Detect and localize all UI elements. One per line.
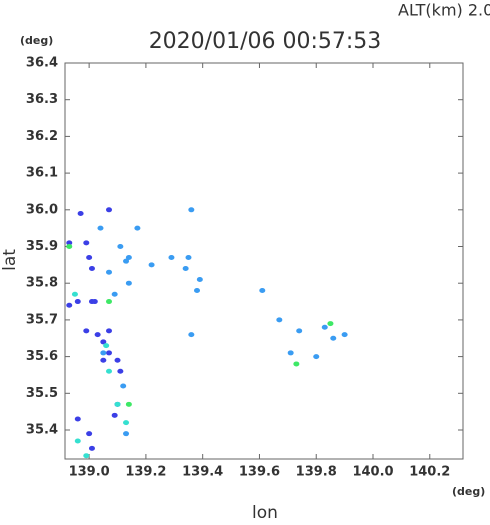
echo-point bbox=[106, 368, 113, 374]
x-tick-label: 139.4 bbox=[182, 465, 223, 480]
echo-point bbox=[327, 321, 334, 327]
echo-point bbox=[66, 240, 73, 246]
echo-point bbox=[313, 354, 320, 360]
echo-point bbox=[106, 299, 113, 305]
echo-point bbox=[125, 280, 132, 286]
echo-point bbox=[123, 420, 130, 426]
echo-point bbox=[86, 255, 93, 261]
echo-point bbox=[77, 210, 84, 216]
echo-point bbox=[125, 255, 132, 261]
echo-point bbox=[296, 328, 303, 334]
echo-point bbox=[185, 255, 192, 261]
echo-point bbox=[259, 288, 266, 294]
echo-point bbox=[168, 255, 175, 261]
echo-point bbox=[134, 225, 141, 231]
echo-point bbox=[114, 357, 121, 363]
y-tick-label: 36.1 bbox=[26, 166, 58, 181]
echo-point bbox=[100, 339, 107, 345]
echo-point bbox=[276, 317, 283, 323]
echo-point bbox=[86, 431, 93, 437]
y-tick-label: 36.3 bbox=[26, 92, 58, 107]
y-tick-label: 35.6 bbox=[26, 349, 58, 364]
echo-point bbox=[83, 328, 90, 334]
echo-point bbox=[74, 299, 81, 305]
x-tick-label: 140.2 bbox=[409, 465, 450, 480]
echo-point bbox=[103, 343, 110, 349]
echo-point bbox=[111, 291, 118, 297]
echo-point bbox=[148, 262, 155, 268]
echo-point bbox=[120, 383, 127, 389]
echo-point bbox=[83, 240, 90, 246]
echo-point bbox=[111, 412, 118, 418]
echo-point bbox=[117, 244, 124, 250]
x-axis-label: lon bbox=[252, 503, 278, 521]
x-tick-label: 139.2 bbox=[125, 465, 166, 480]
echo-point bbox=[196, 277, 203, 283]
echo-point bbox=[123, 431, 130, 437]
echo-point bbox=[125, 401, 132, 407]
echo-point bbox=[66, 302, 73, 308]
echo-point bbox=[100, 350, 107, 356]
x-tick-label: 140.0 bbox=[352, 465, 393, 480]
echo-point bbox=[287, 350, 294, 356]
echo-point bbox=[106, 269, 113, 275]
echo-point bbox=[100, 357, 107, 363]
echo-point bbox=[321, 324, 328, 330]
y-tick-label: 35.5 bbox=[26, 386, 58, 401]
chart-subtitle: ALT(km) 2.0 bbox=[398, 1, 490, 20]
plot-frame bbox=[64, 62, 464, 460]
chart-title: 2020/01/06 00:57:53 bbox=[149, 29, 382, 54]
echo-point bbox=[182, 266, 189, 272]
echo-point bbox=[106, 207, 113, 213]
y-unit: (deg) bbox=[20, 34, 53, 47]
y-tick-label: 35.7 bbox=[26, 312, 58, 327]
echo-point bbox=[341, 332, 348, 338]
x-tick-label: 139.6 bbox=[239, 465, 280, 480]
echo-point bbox=[117, 368, 124, 374]
echo-point bbox=[66, 244, 73, 250]
x-tick-label: 139.0 bbox=[69, 465, 110, 480]
y-tick-label: 35.9 bbox=[26, 239, 58, 254]
x-unit: (deg) bbox=[452, 485, 485, 498]
echo-point bbox=[330, 335, 337, 341]
y-tick-label: 36.4 bbox=[26, 56, 58, 71]
echo-point bbox=[74, 416, 81, 422]
echo-point bbox=[74, 438, 81, 444]
echo-point bbox=[293, 361, 300, 367]
echo-point bbox=[106, 350, 113, 356]
echo-point bbox=[71, 291, 78, 297]
echo-point bbox=[188, 207, 195, 213]
echo-point bbox=[88, 266, 95, 272]
x-tick-label: 139.8 bbox=[296, 465, 337, 480]
y-tick-label: 36.2 bbox=[26, 129, 58, 144]
echo-point bbox=[88, 445, 95, 451]
y-tick-label: 35.4 bbox=[26, 423, 58, 438]
echo-point bbox=[97, 225, 104, 231]
echo-point bbox=[91, 299, 98, 305]
echo-point bbox=[106, 328, 113, 334]
echo-point bbox=[123, 258, 130, 264]
echo-point bbox=[114, 401, 121, 407]
echo-point bbox=[194, 288, 201, 294]
echo-point bbox=[83, 453, 90, 459]
echo-point bbox=[94, 332, 101, 338]
y-axis-label: lat bbox=[0, 249, 20, 271]
echo-point bbox=[188, 332, 195, 338]
y-tick-label: 36.0 bbox=[26, 202, 58, 217]
y-tick-label: 35.8 bbox=[26, 276, 58, 291]
